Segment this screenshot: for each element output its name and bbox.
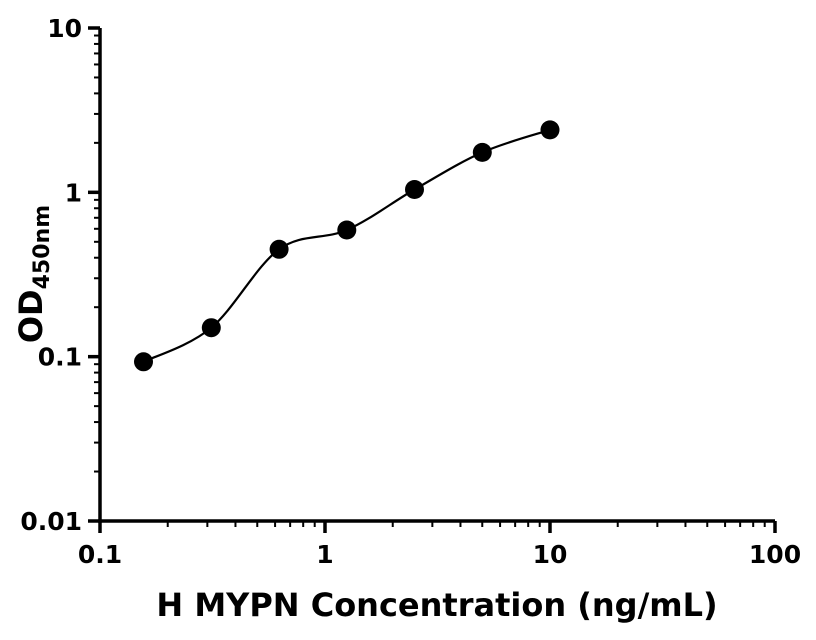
y-tick-label: 0.01	[20, 507, 82, 536]
x-tick-label: 0.1	[78, 540, 122, 569]
x-axis-title: H MYPN Concentration (ng/mL)	[156, 586, 717, 624]
data-point	[337, 220, 357, 240]
data-point	[134, 352, 153, 372]
y-tick-label: 1	[65, 178, 82, 207]
data-point	[540, 120, 560, 140]
x-tick-label: 1	[316, 540, 333, 569]
x-tick-label: 100	[749, 540, 801, 569]
x-tick-label: 10	[533, 540, 568, 569]
data-point	[269, 239, 289, 259]
data-point	[405, 180, 424, 199]
y-tick-label: 10	[47, 14, 82, 43]
y-axis-title: OD450nm	[12, 205, 55, 343]
y-tick-label: 0.1	[38, 343, 82, 372]
data-point	[472, 142, 492, 162]
plot-area: 0.1 1 10 100 0.01 0.1 1 10	[20, 14, 801, 569]
data-point	[201, 318, 221, 338]
y-axis-title-main: OD	[12, 289, 50, 343]
y-axis-title-subscript: 450nm	[30, 205, 55, 290]
